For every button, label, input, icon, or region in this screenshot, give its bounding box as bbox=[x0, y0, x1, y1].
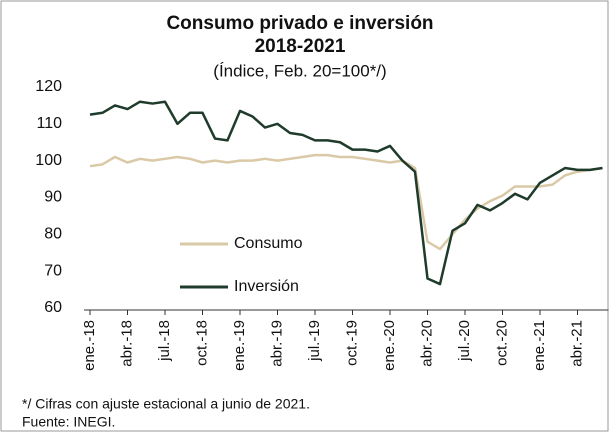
x-tick-label: ene.-18 bbox=[81, 320, 98, 371]
source: Fuente: INEGI. bbox=[22, 414, 115, 430]
y-axis-label: (Índice, Feb. 20=100*/) bbox=[213, 61, 386, 80]
x-tick-label: abr.-21 bbox=[568, 320, 585, 367]
chart-subtitle: 2018-2021 bbox=[255, 36, 346, 57]
y-tick-label: 110 bbox=[36, 115, 62, 132]
x-tick-label: abr.-20 bbox=[418, 320, 435, 367]
x-tick-label: oct.-18 bbox=[193, 320, 210, 366]
x-tick-label: abr.-19 bbox=[268, 320, 285, 367]
series-line bbox=[89, 100, 603, 286]
y-tick-label: 120 bbox=[35, 78, 62, 95]
y-tick-label: 80 bbox=[44, 226, 62, 243]
x-tick-label: jul.-18 bbox=[156, 320, 173, 362]
x-tick-label: ene.-19 bbox=[231, 320, 248, 371]
x-tick-label: jul.-19 bbox=[306, 320, 323, 362]
legend-label: Inversión bbox=[234, 278, 299, 295]
y-tick-label: 60 bbox=[44, 299, 62, 316]
series-line bbox=[89, 153, 603, 251]
chart-title: Consumo privado e inversión bbox=[166, 13, 433, 34]
x-tick-label: jul.-20 bbox=[456, 320, 473, 362]
x-tick-label: oct.-19 bbox=[343, 320, 360, 366]
x-tick-label: oct.-20 bbox=[493, 320, 510, 366]
x-tick-label: ene.-20 bbox=[381, 320, 398, 371]
y-tick-label: 70 bbox=[44, 262, 62, 279]
legend-label: Consumo bbox=[234, 235, 303, 252]
x-tick-label: abr.-18 bbox=[118, 320, 135, 367]
y-tick-label: 90 bbox=[44, 189, 62, 206]
x-tick-label: ene.-21 bbox=[531, 320, 548, 371]
footnote: */ Cifras con ajuste estacional a junio … bbox=[22, 396, 310, 412]
y-tick-label: 100 bbox=[35, 152, 62, 169]
